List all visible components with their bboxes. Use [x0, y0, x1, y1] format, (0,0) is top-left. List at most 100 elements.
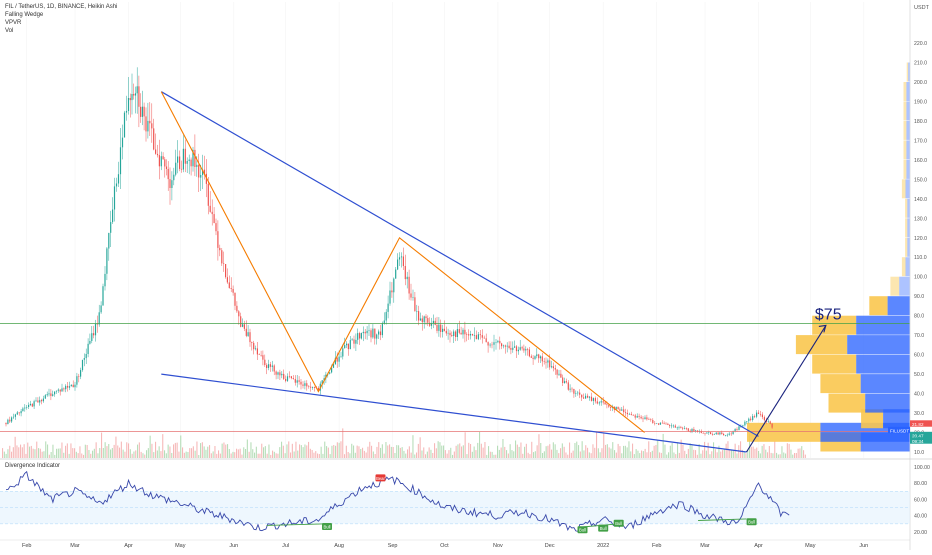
volume-bar — [443, 445, 445, 458]
price-candle — [723, 434, 725, 436]
price-candle — [654, 423, 656, 424]
volume-bar — [142, 453, 144, 458]
price-candle — [456, 329, 458, 337]
volume-bar — [351, 443, 353, 458]
vpvr-bar — [905, 198, 908, 218]
volume-bar — [63, 452, 65, 458]
volume-bar — [158, 446, 160, 458]
divergence-label: Bear — [375, 474, 386, 482]
price-candle — [81, 359, 84, 371]
volume-bar — [398, 445, 400, 458]
volume-bar — [626, 447, 628, 458]
volume-bar — [547, 445, 549, 458]
vpvr-bar — [747, 422, 821, 442]
price-candle — [366, 330, 368, 334]
volume-bar — [556, 449, 558, 458]
volume-bar — [131, 453, 133, 458]
price-candle — [169, 179, 171, 188]
price-candle — [277, 372, 279, 375]
price-candle — [286, 376, 289, 381]
indicator-vol[interactable]: Vol — [5, 28, 14, 34]
time-tick-label: Nov — [493, 543, 503, 549]
price-candle — [695, 430, 697, 431]
volume-bar — [88, 450, 90, 458]
price-candle — [436, 324, 438, 331]
volume-bar — [196, 441, 198, 458]
volume-bar — [288, 441, 290, 458]
volume-bar — [473, 446, 475, 458]
volume-bar — [489, 451, 491, 458]
price-candle — [353, 339, 355, 344]
price-candle — [271, 365, 273, 367]
price-candle — [398, 257, 401, 260]
divergence-label: Bull — [577, 526, 588, 534]
price-candle — [608, 404, 610, 407]
price-candle — [22, 408, 24, 412]
price-candle — [37, 400, 39, 403]
price-candle — [640, 416, 642, 419]
volume-bar — [687, 448, 689, 458]
volume-bar — [180, 435, 182, 458]
vpvr-bar — [903, 101, 907, 121]
price-candle — [682, 427, 684, 429]
oscillator-title[interactable]: Divergence Indicator — [5, 463, 61, 469]
price-candle — [314, 387, 316, 388]
indicator-falling-wedge[interactable]: Falling Wedge — [5, 12, 44, 18]
volume-bar — [16, 445, 18, 458]
volume-bar — [272, 450, 274, 458]
price-candle — [571, 388, 573, 390]
volume-bar — [749, 433, 751, 458]
price-badge-bg — [910, 420, 932, 427]
price-candle — [104, 273, 106, 287]
price-candle — [249, 332, 251, 343]
price-candle — [541, 356, 543, 362]
volume-bar — [75, 451, 77, 458]
price-candle — [48, 393, 50, 395]
price-candle — [164, 159, 166, 167]
indicator-vpvr[interactable]: VPVR — [5, 20, 22, 26]
volume-bar — [399, 447, 401, 458]
price-candle — [87, 343, 89, 354]
price-candle — [140, 106, 142, 117]
price-candle — [242, 324, 244, 327]
volume-bar — [716, 452, 718, 458]
volume-bar — [444, 450, 446, 458]
price-candle — [266, 365, 268, 368]
price-badge-text: 09:34 — [912, 439, 924, 444]
price-candle — [402, 256, 404, 266]
price-candle — [567, 382, 569, 390]
volume-bar — [79, 446, 81, 458]
volume-bar — [306, 445, 308, 458]
price-candle — [754, 416, 756, 417]
volume-bar — [565, 452, 567, 458]
volume-bar — [248, 451, 250, 458]
volume-bar — [543, 451, 545, 458]
price-candle — [676, 427, 678, 429]
vpvr-bar — [865, 393, 910, 413]
volume-bar — [115, 436, 117, 458]
volume-bar — [693, 449, 695, 458]
price-candle — [395, 269, 397, 279]
volume-bar — [32, 448, 34, 458]
price-candle — [70, 384, 72, 387]
volume-bar — [162, 434, 164, 458]
price-candle — [438, 324, 440, 331]
price-tick-label: 160.0 — [914, 158, 927, 164]
volume-bar — [171, 453, 173, 458]
volume-bar — [20, 444, 22, 458]
volume-bar — [327, 447, 329, 458]
volume-bar — [41, 451, 43, 458]
volume-bar — [635, 449, 637, 458]
price-candle — [684, 428, 686, 429]
price-candle — [648, 419, 650, 420]
volume-bar — [84, 444, 86, 458]
price-candle — [147, 120, 149, 132]
volume-bar — [464, 432, 466, 458]
vpvr-bar — [856, 354, 910, 374]
volume-bar — [743, 451, 745, 458]
volume-bar — [210, 453, 212, 458]
price-candle — [650, 419, 652, 420]
volume-bar — [309, 448, 311, 458]
price-badge-bg — [910, 437, 932, 444]
